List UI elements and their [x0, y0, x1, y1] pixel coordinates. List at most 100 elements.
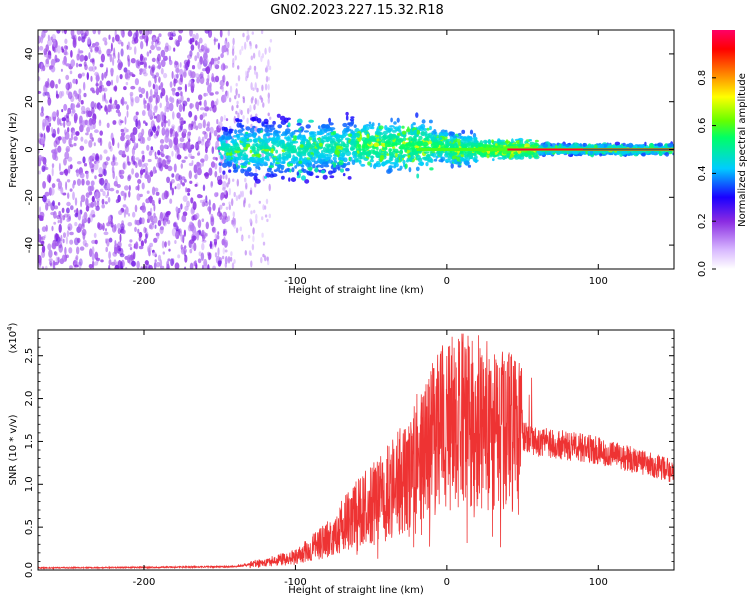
spectrogram-cell	[173, 136, 179, 146]
spectrogram-cell	[245, 143, 251, 148]
spectrogram-cell	[159, 144, 164, 152]
spectrogram-cell	[253, 175, 258, 181]
spectrogram-cell	[157, 53, 161, 62]
spectrogram-cell	[134, 78, 139, 86]
spectrogram-cell	[511, 138, 514, 144]
spectrogram-cell	[84, 243, 89, 248]
spectrogram-cell	[79, 54, 85, 62]
spectrogram-cell	[498, 142, 504, 145]
spectrogram-marks	[38, 30, 674, 269]
spectrogram-cell	[126, 110, 129, 118]
spectrogram-cell	[56, 215, 61, 220]
spectrogram-cell	[363, 126, 370, 131]
spectrogram-cell	[77, 212, 82, 221]
spectrogram-cell	[276, 167, 281, 172]
spectrogram-cell	[276, 159, 282, 163]
spectrogram-cell	[302, 152, 307, 157]
spectrogram-cell	[79, 124, 84, 133]
spectrogram-cell	[217, 60, 220, 65]
spectrogram-cell	[134, 172, 139, 178]
spectrogram-cell	[395, 152, 398, 158]
spectrogram-cell	[61, 48, 65, 53]
spectrogram-cell	[123, 86, 127, 91]
spectrogram-cell	[69, 70, 73, 75]
spectrogram-cell	[266, 218, 269, 223]
spectrogram-cell	[189, 102, 193, 110]
spectrogram-cell	[435, 155, 438, 160]
spectrogram-cell	[76, 246, 80, 255]
spectrogram-cell	[51, 167, 54, 177]
spectrogram-cell	[38, 215, 44, 221]
spectrogram-cell	[342, 122, 348, 128]
snr-ytick-label: 1.0	[24, 476, 35, 492]
spectrogram-cell	[108, 251, 111, 260]
spectrogram-cell	[104, 104, 108, 111]
spectrogram-cell	[235, 82, 238, 87]
spectrogram-cell	[209, 131, 212, 141]
spectrogram-cell	[343, 143, 350, 148]
spectrogram-cell	[128, 243, 132, 248]
spectrogram-cell	[184, 266, 187, 269]
spectrogram-cell	[155, 97, 158, 105]
spectrogram-cell	[429, 167, 434, 171]
spectrogram-cell	[90, 75, 93, 82]
spectrogram-cell	[88, 140, 93, 148]
spectrogram-cell	[54, 47, 58, 53]
spectrogram-cell	[180, 163, 183, 169]
spectrogram-cell	[85, 30, 89, 37]
spectrogram-cell	[245, 126, 251, 131]
spectrogram-cell	[114, 105, 118, 110]
spectrogram-cell	[95, 87, 100, 96]
spectrogram-cell	[46, 54, 52, 60]
spectrogram-cell	[61, 30, 64, 34]
spectrogram-cell	[98, 104, 102, 111]
spectrogram-cell	[306, 170, 309, 175]
spectrogram-cell	[280, 164, 285, 169]
spectrogram-cell	[267, 97, 270, 104]
spectrogram-cell	[195, 32, 199, 40]
spectrogram-cell	[66, 83, 69, 89]
spectrogram-cell	[253, 65, 257, 71]
spectrogram-cell	[651, 150, 655, 155]
spectrogram-cell	[112, 251, 118, 257]
spectrogram-cell	[131, 147, 135, 156]
spectrogram-cell	[65, 181, 68, 191]
spectrogram-cell	[262, 204, 265, 211]
spectrogram-cell	[46, 61, 49, 65]
spectrogram-cell	[203, 99, 207, 108]
spectrogram-cell	[86, 120, 90, 128]
spectrogram-cell	[78, 50, 84, 54]
spectrogram-cell	[256, 128, 261, 133]
spectrogram-cell	[389, 148, 393, 152]
snr-scale-suffix: )	[8, 322, 19, 326]
spectrogram-cell	[99, 130, 103, 136]
spectrogram-cell	[204, 92, 209, 97]
spectrogram-cell	[110, 67, 114, 75]
spectrogram-cell	[49, 80, 55, 89]
spectrogram-cell	[90, 101, 95, 110]
spectrogram-cell	[56, 116, 60, 126]
spectrogram-cell	[55, 242, 59, 247]
spectrogram-cell	[365, 124, 371, 127]
spectrogram-cell	[296, 118, 303, 125]
spectrogram-cell	[140, 87, 146, 94]
spectrogram-cell	[169, 81, 173, 88]
spectrogram-cell	[70, 30, 75, 37]
spectrogram-cell	[188, 170, 192, 180]
spectrogram-cell	[246, 117, 249, 125]
spectrogram-cell	[155, 261, 161, 268]
spectrogram-cell	[95, 80, 99, 89]
spectrogram-cell	[219, 30, 223, 38]
spectrogram-cell	[103, 149, 108, 154]
spectrogram-cell	[124, 142, 128, 149]
spectrogram-cell	[205, 221, 209, 230]
spectrogram-cell	[140, 240, 144, 247]
spectrogram-cell	[67, 91, 73, 100]
spectrogram-cell	[182, 128, 187, 134]
spectrogram-cell	[181, 159, 186, 163]
spectrogram-cell	[447, 142, 453, 146]
spectrogram-cell	[46, 125, 51, 133]
spectrogram-cell	[421, 119, 426, 124]
spectrogram-cell	[154, 259, 157, 263]
spectrogram-cell	[345, 167, 350, 172]
